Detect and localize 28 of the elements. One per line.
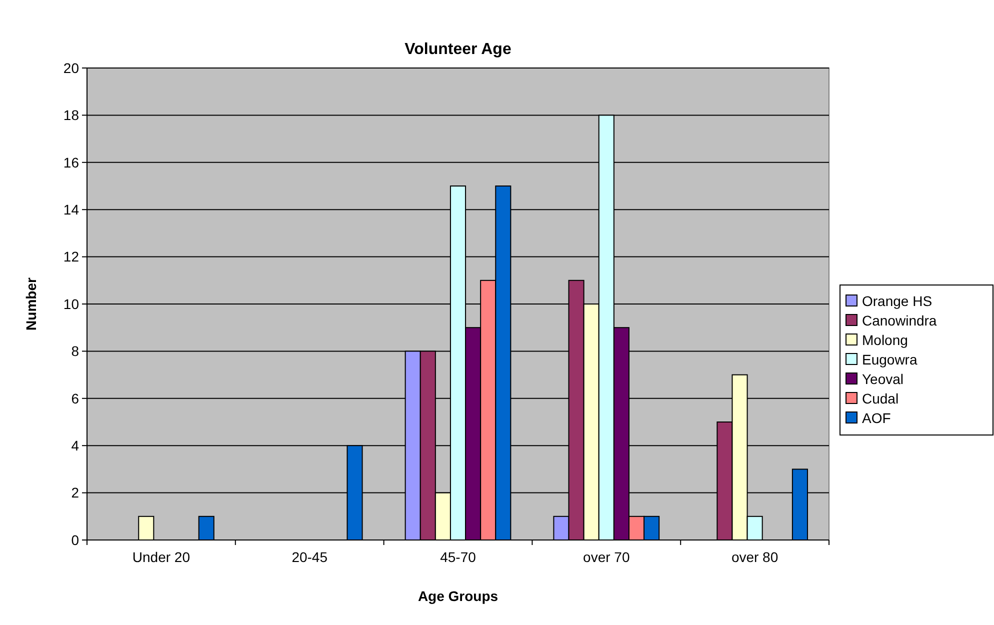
y-tick-label: 20 — [63, 60, 80, 76]
y-tick-label: 18 — [63, 107, 80, 124]
bar — [198, 516, 214, 540]
y-tick-label: 2 — [71, 484, 80, 501]
y-axis-title: Number — [23, 277, 39, 330]
y-tick-label: 4 — [71, 438, 80, 454]
y-tick-label: 14 — [63, 202, 80, 218]
chart-title: Volunteer Age — [404, 41, 512, 58]
x-tick-label: 45-70 — [440, 549, 476, 565]
y-tick-label: 10 — [63, 296, 80, 312]
legend-label: Cudal — [862, 390, 899, 406]
x-tick-label: over 70 — [583, 549, 630, 565]
y-tick-label: 8 — [71, 343, 80, 360]
x-tick-label: Under 20 — [132, 549, 190, 565]
legend-label: Eugowra — [862, 351, 918, 368]
x-tick-label: 20-45 — [292, 549, 328, 565]
y-tick-label: 12 — [63, 248, 80, 265]
bar — [138, 516, 154, 540]
y-tick-label: 16 — [63, 154, 80, 170]
x-tick-label: over 80 — [731, 549, 778, 565]
x-axis-title: Age Groups — [418, 588, 498, 604]
legend-label: AOF — [862, 410, 891, 426]
legend-label: Canowindra — [862, 312, 937, 328]
legend-label: Molong — [862, 332, 908, 348]
legend-label: Yeoval — [862, 370, 904, 387]
y-tick-label: 0 — [71, 532, 80, 548]
legend-label: Orange HS — [862, 292, 932, 309]
y-tick-label: 6 — [71, 390, 80, 406]
